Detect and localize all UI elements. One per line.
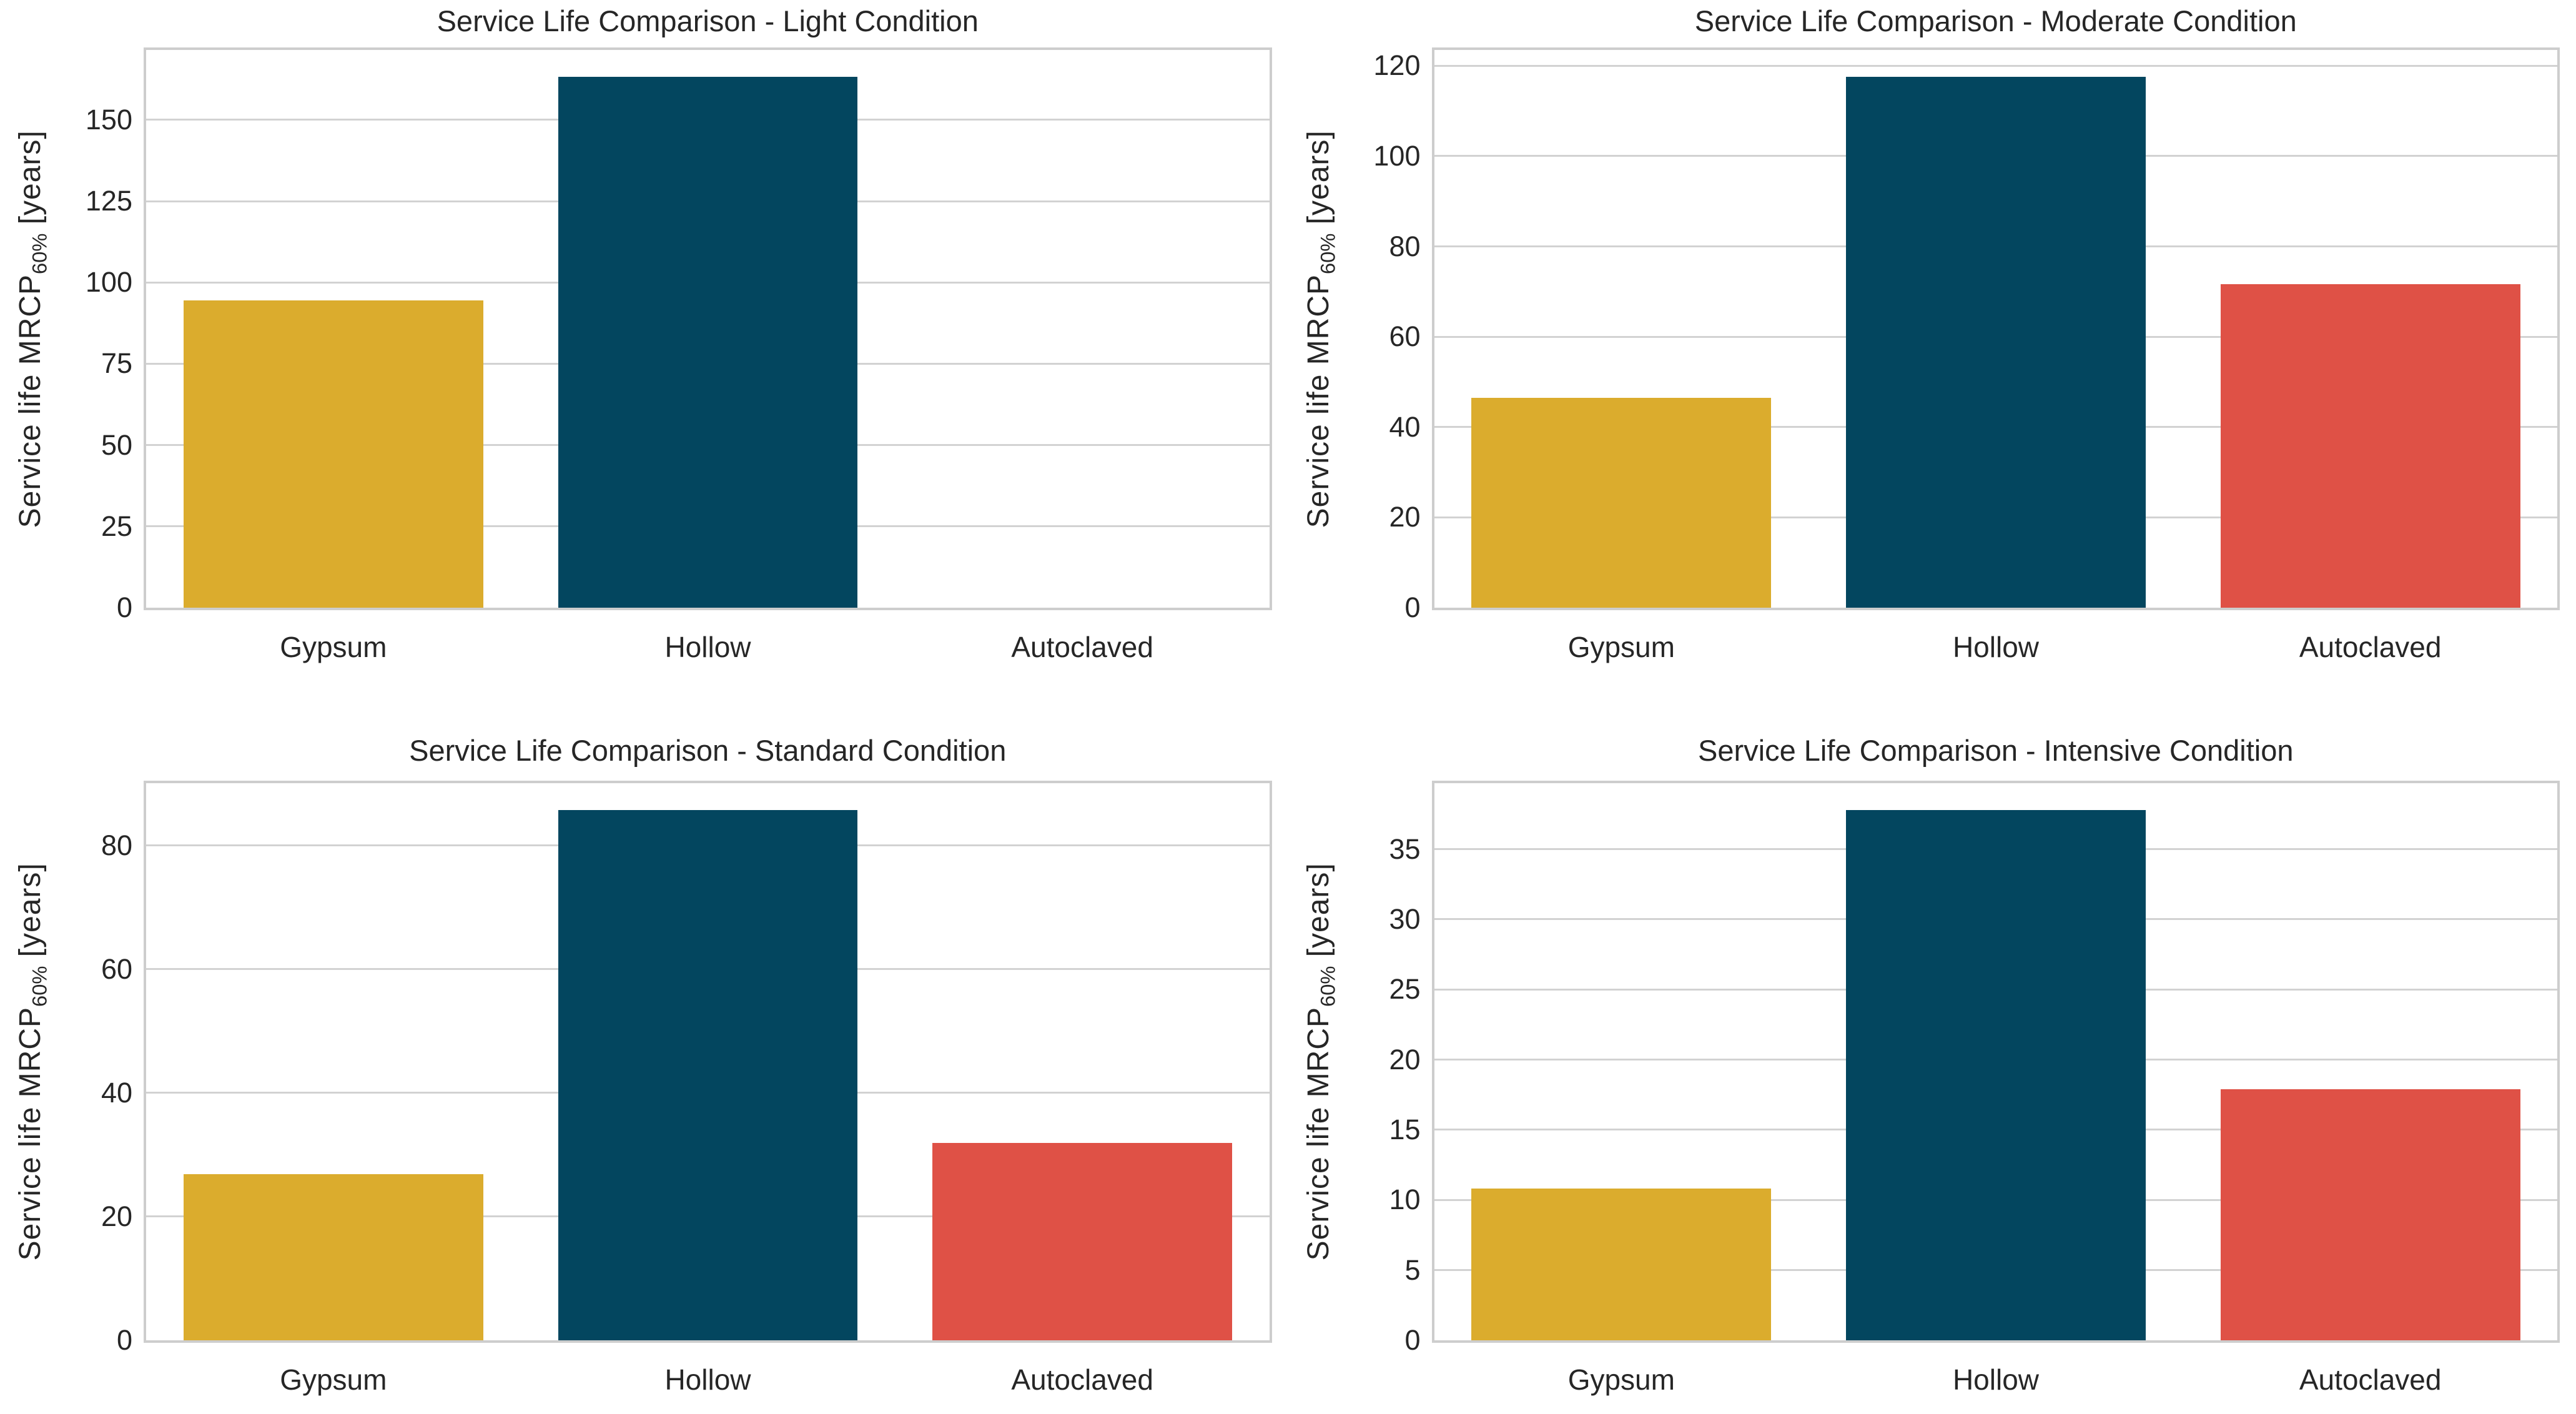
bar-hollow [558,76,858,608]
x-tick-label: Gypsum [280,1363,387,1396]
y-tick-label: 80 [101,829,132,861]
y-axis-label-text: Service life MRCP60% [years] [14,863,51,1261]
y-axis-label-subscript: 60% [27,233,51,274]
chart-light-condition: Service Life Comparison - Light Conditio… [0,0,1288,707]
y-tick-label: 40 [1389,410,1421,443]
y-tick-label: 35 [1389,833,1421,865]
y-tick-label: 60 [101,952,132,985]
y-tick-label: 75 [101,347,132,380]
y-tick-label: 0 [1404,1324,1421,1356]
y-axis-label: Service life MRCP60% [years] [0,781,65,1343]
gridline-y-120 [1434,64,2557,67]
y-axis-label-subscript: 60% [27,966,51,1007]
y-tick-label: 100 [85,266,132,299]
y-axis-label: Service life MRCP60% [years] [1288,781,1353,1343]
bar-hollow [558,809,858,1340]
plot-area: 0 20 40 60 80 100 120 Gypsum Hollow Autoclaved [1373,47,2560,663]
y-tick-label: 40 [101,1076,132,1109]
bar-autoclaved [932,1143,1233,1340]
x-tick-label: Gypsum [280,631,387,663]
y-tick-label: 20 [1389,501,1421,533]
x-tick-label: Autoclaved [2299,631,2442,663]
y-tick-label: 15 [1389,1113,1421,1145]
bar-autoclaved [2220,284,2520,608]
bar-gypsum [183,1174,483,1340]
x-tick-label: Hollow [664,631,751,663]
chart-title: Service Life Comparison - Standard Condi… [409,734,1007,767]
y-axis-label: Service life MRCP60% [years] [1288,47,1353,610]
x-tick-label: Autoclaved [1011,631,1153,663]
y-tick-label: 100 [1373,139,1421,172]
chart-standard-condition: Service Life Comparison - Standard Condi… [0,707,1288,1414]
chart-title: Service Life Comparison - Light Conditio… [437,4,979,37]
chart-intensive-condition: Service Life Comparison - Intensive Cond… [1288,707,2576,1414]
x-tick-label: Hollow [664,1363,751,1396]
y-axis-label-text: Service life MRCP60% [years] [1301,129,1340,528]
bar-gypsum [1471,1189,1772,1340]
y-tick-label: 20 [101,1200,132,1232]
y-axis-label-subscript: 60% [1316,966,1340,1007]
y-tick-label: 25 [101,510,132,542]
y-tick-label: 20 [1389,1043,1421,1075]
y-tick-label: 30 [1389,902,1421,935]
y-tick-label: 120 [1373,49,1421,82]
bar-gypsum [1471,397,1772,608]
y-axis-label-text: Service life MRCP60% [years] [1301,863,1340,1261]
y-axis-label-subscript: 60% [1316,233,1340,274]
x-tick-label: Autoclaved [1011,1363,1153,1396]
plot-area: 0 25 50 75 100 125 150 Gypsum Hollow Autoclaved [86,47,1272,663]
plot-area: 0 5 10 15 20 25 30 35 Gypsum Hollow Autoclaved [1389,781,2560,1396]
chart-title: Service Life Comparison - Moderate Condi… [1694,4,2297,37]
x-tick-label: Hollow [1952,631,2039,663]
y-tick-label: 150 [85,103,132,136]
y-axis-label: Service life MRCP60% [years] [0,47,65,610]
y-tick-label: 25 [1389,973,1421,1006]
chart-moderate-condition: Service Life Comparison - Moderate Condi… [1288,0,2576,707]
chart-title: Service Life Comparison - Intensive Cond… [1697,734,2294,767]
x-tick-label: Autoclaved [2299,1363,2442,1396]
y-tick-label: 80 [1389,230,1421,262]
bar-autoclaved [2220,1089,2520,1340]
y-tick-label: 50 [101,428,132,461]
plot-area: 0 20 40 60 80 Gypsum Hollow Autoclaved [101,781,1272,1396]
x-tick-label: Gypsum [1567,631,1675,663]
bar-hollow [1846,809,2146,1340]
bar-gypsum [183,300,483,608]
y-tick-label: 5 [1404,1253,1421,1286]
y-axis-label-text: Service life MRCP60% [years] [14,129,51,528]
x-tick-label: Hollow [1952,1363,2039,1396]
y-tick-label: 10 [1389,1184,1421,1216]
y-tick-label: 0 [116,591,132,623]
y-tick-label: 60 [1389,320,1421,353]
y-tick-label: 0 [116,1324,132,1356]
bar-hollow [1846,76,2146,608]
x-tick-label: Gypsum [1567,1363,1675,1396]
y-tick-label: 125 [85,185,132,217]
y-tick-label: 0 [1404,591,1421,623]
